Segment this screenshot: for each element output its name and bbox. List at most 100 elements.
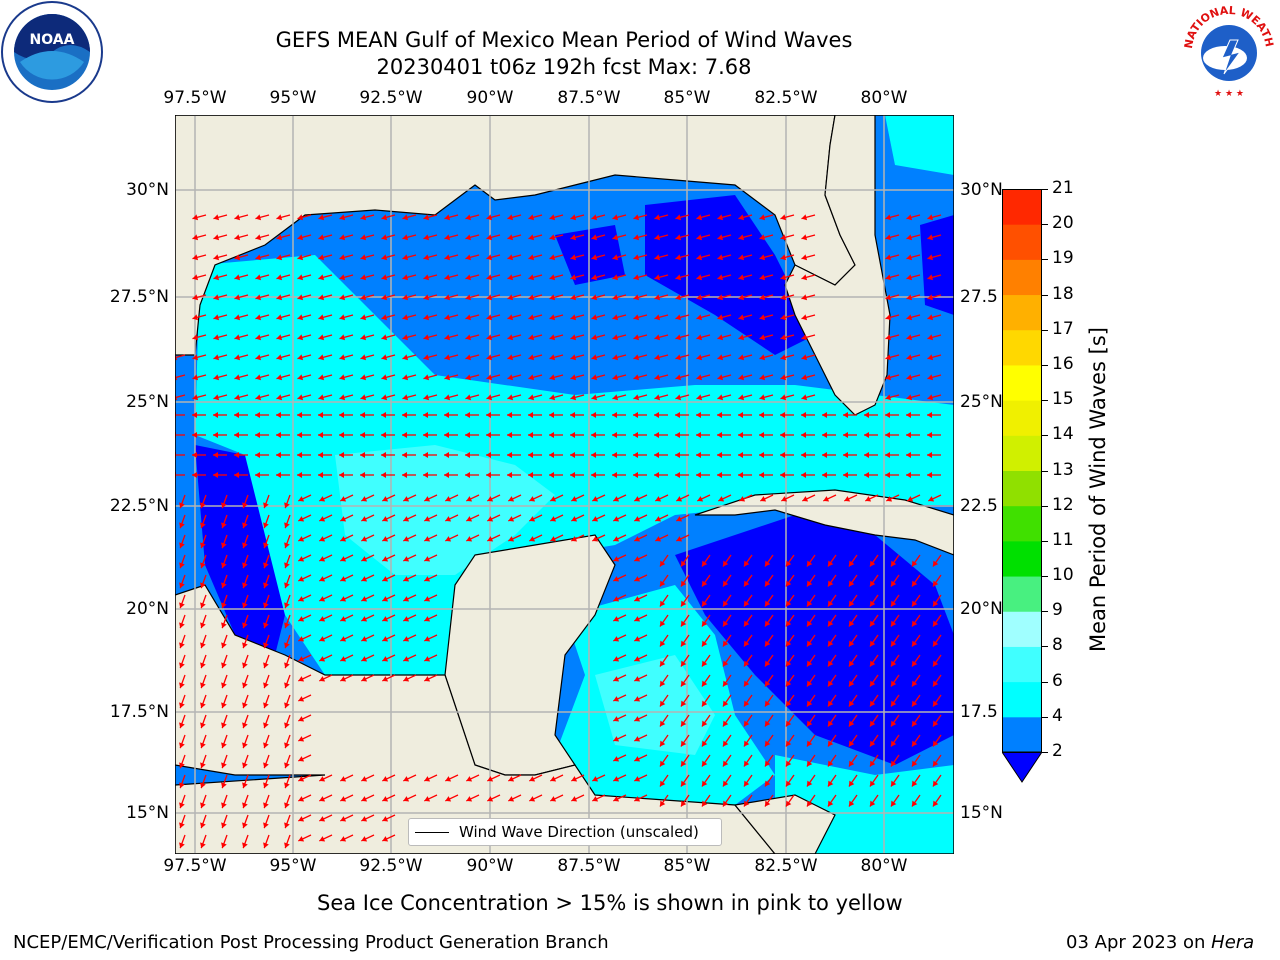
wind-arrow-head bbox=[284, 502, 290, 509]
wind-arrow-head bbox=[297, 334, 304, 341]
wind-arrow-head bbox=[213, 472, 218, 478]
wind-arrow-head bbox=[613, 736, 620, 742]
lon-tick-bottom: 90°W bbox=[466, 856, 514, 876]
wind-arrow-head bbox=[781, 496, 788, 502]
wind-arrow-head bbox=[613, 696, 620, 702]
wind-arrow-head bbox=[319, 596, 326, 602]
wind-arrow-head bbox=[213, 254, 220, 261]
wind-arrow-head bbox=[298, 696, 305, 702]
wind-arrow-head bbox=[242, 522, 248, 529]
wind-arrow-head bbox=[319, 536, 326, 542]
lat-tick-left: 20°N bbox=[126, 599, 169, 619]
colorbar-label: Mean Period of Wind Waves [s] bbox=[1086, 327, 1110, 652]
wind-arrow-head bbox=[592, 536, 599, 542]
wind-arrow-head bbox=[340, 616, 347, 622]
wind-arrow-head bbox=[885, 452, 890, 458]
wind-arrow-head bbox=[298, 796, 305, 802]
wind-arrow-head bbox=[848, 700, 855, 707]
wind-arrow-head bbox=[697, 496, 704, 502]
wind-arrow-head bbox=[827, 600, 834, 607]
wind-arrow-head bbox=[242, 782, 248, 789]
wind-arrow-head bbox=[570, 214, 577, 221]
wind-arrow-head bbox=[444, 394, 451, 401]
colorbar-tick-label: 10 bbox=[1052, 565, 1074, 586]
lon-tick-bottom: 87.5°W bbox=[557, 856, 621, 876]
wind-arrow-head bbox=[424, 636, 431, 642]
wind-arrow-head bbox=[633, 214, 640, 221]
wind-arrow-head bbox=[339, 314, 346, 321]
wind-arrow-head bbox=[827, 560, 834, 567]
wind-arrow-head bbox=[423, 234, 430, 241]
colorbar-swatch bbox=[1002, 259, 1042, 296]
footer-machine: Hera bbox=[1211, 932, 1255, 953]
wind-arrow-head bbox=[445, 776, 452, 782]
wind-arrow-head bbox=[298, 656, 305, 662]
wind-arrow-head bbox=[764, 780, 771, 787]
wind-arrow-head bbox=[591, 374, 598, 381]
wind-arrow-head bbox=[486, 354, 493, 361]
wind-arrow-head bbox=[696, 214, 703, 221]
wind-arrow-head bbox=[263, 702, 269, 709]
wind-arrow-head bbox=[465, 254, 472, 261]
wind-arrow-head bbox=[680, 740, 687, 747]
wind-arrow-head bbox=[284, 642, 290, 649]
wind-arrow-head bbox=[255, 274, 262, 281]
wind-arrow-head bbox=[717, 432, 722, 438]
wind-arrow-head bbox=[255, 334, 262, 341]
wind-arrow-head bbox=[549, 452, 554, 458]
wind-arrow-head bbox=[179, 682, 185, 689]
wind-arrow-head bbox=[675, 274, 682, 281]
wind-arrow-head bbox=[911, 780, 918, 787]
wind-arrow-head bbox=[486, 314, 493, 321]
wind-arrow-head bbox=[654, 294, 661, 301]
wind-arrow-head bbox=[717, 234, 724, 241]
wind-arrow-head bbox=[927, 294, 934, 301]
wind-arrow-head bbox=[722, 700, 729, 707]
wind-arrow-head bbox=[659, 660, 666, 667]
wind-arrow-head bbox=[885, 274, 892, 281]
colorbar-swatch bbox=[1002, 364, 1042, 401]
wind-arrow-head bbox=[885, 354, 892, 361]
wind-arrow-head bbox=[738, 394, 745, 401]
wind-arrow-head bbox=[213, 432, 218, 438]
footer-date-text: 03 Apr 2023 on bbox=[1066, 932, 1212, 953]
wind-arrow-head bbox=[759, 452, 764, 458]
wind-arrow-head bbox=[486, 412, 491, 418]
wind-arrow-head bbox=[507, 294, 514, 301]
wind-arrow-head bbox=[192, 472, 197, 478]
wind-arrow-head bbox=[911, 620, 918, 627]
wind-arrow-head bbox=[911, 700, 918, 707]
wind-arrow-head bbox=[276, 234, 283, 241]
wind-arrow-head bbox=[717, 254, 724, 261]
wind-arrow-head bbox=[340, 556, 347, 562]
wind-arrow-head bbox=[487, 496, 494, 502]
wind-arrow-head bbox=[179, 742, 185, 749]
wind-arrow-head bbox=[848, 580, 855, 587]
wind-arrow-head bbox=[701, 620, 708, 627]
wind-arrow-head bbox=[780, 394, 787, 401]
wind-arrow-head bbox=[403, 796, 410, 802]
wind-arrow-head bbox=[633, 394, 640, 401]
wind-arrow-head bbox=[318, 294, 325, 301]
wind-arrow-head bbox=[759, 334, 766, 341]
wind-arrow-head bbox=[179, 782, 185, 789]
wind-arrow-head bbox=[759, 294, 766, 301]
wind-arrow-head bbox=[466, 496, 473, 502]
wind-arrow-head bbox=[927, 274, 934, 281]
wind-arrow-head bbox=[654, 452, 659, 458]
wind-arrow-head bbox=[284, 842, 290, 849]
wind-arrow-head bbox=[487, 776, 494, 782]
wind-arrow-head bbox=[890, 560, 897, 567]
wind-arrow-head bbox=[179, 622, 185, 629]
wind-arrow-head bbox=[424, 656, 431, 662]
wind-arrow-head bbox=[885, 254, 892, 261]
wind-arrow-head bbox=[221, 722, 227, 729]
wind-arrow-head bbox=[801, 394, 808, 401]
wind-arrow-head bbox=[591, 294, 598, 301]
wind-arrow-head bbox=[319, 656, 326, 662]
wind-arrow-head bbox=[402, 412, 407, 418]
wind-arrow-head bbox=[507, 214, 514, 221]
wind-arrow-head bbox=[696, 234, 703, 241]
wind-arrow-head bbox=[654, 274, 661, 281]
wind-arrow-head bbox=[360, 354, 367, 361]
